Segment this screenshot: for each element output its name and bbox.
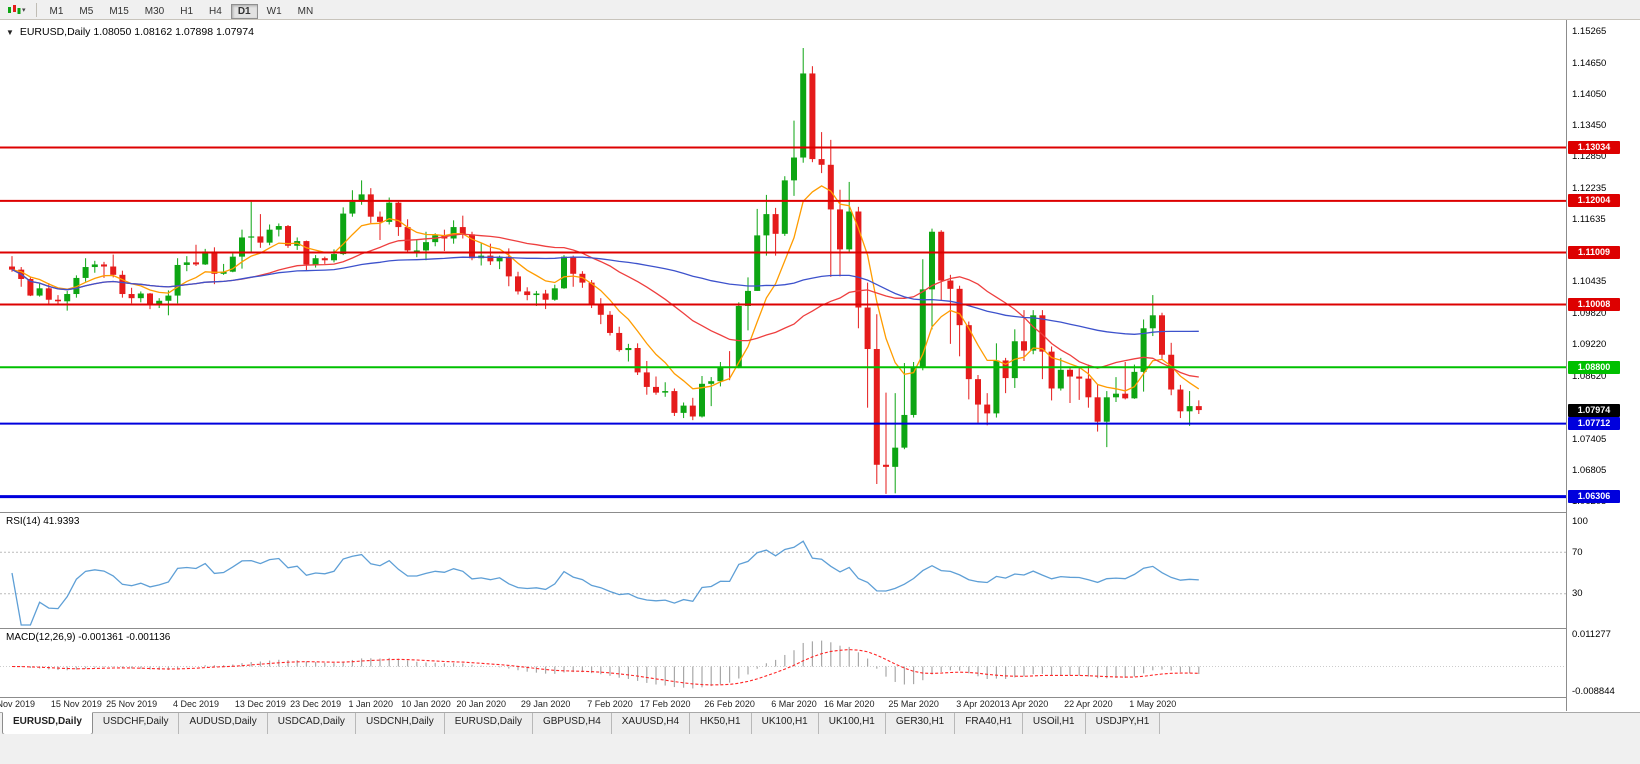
rsi-level-label: 100: [1572, 515, 1588, 527]
level-price-badge: 1.12004: [1568, 194, 1620, 208]
date-label: 17 Feb 2020: [639, 699, 691, 709]
chart-tab[interactable]: USDCAD,Daily: [267, 713, 356, 735]
timeframe-button-M5[interactable]: M5: [79, 5, 94, 17]
chart-tab[interactable]: XAUUSD,H4: [611, 713, 691, 735]
chart-tab-bar: EURUSD,Daily USDCHF,Daily AUDUSD,Daily USDC…: [0, 712, 1640, 735]
time-axis[interactable]: 6 Nov 2019 15 Nov 2019 25 Nov 2019 4 Dec 20…: [0, 698, 1566, 711]
date-label: 22 Apr 2020: [1064, 699, 1113, 709]
date-label: 4 Dec 2019: [172, 699, 220, 709]
level-price-badge: 1.07712: [1568, 417, 1620, 431]
rsi-chart-canvas[interactable]: [0, 513, 1566, 628]
symbol-quote-label: ▼ EURUSD,Daily 1.08050 1.08162 1.07898 1…: [6, 26, 254, 38]
date-label: 13 Dec 2019: [234, 699, 286, 709]
pane-separator[interactable]: [0, 628, 1640, 629]
price-tick: 1.12850: [1572, 151, 1607, 162]
date-label: 1 Jan 2020: [348, 699, 394, 709]
price-tick: 1.15265: [1572, 25, 1607, 37]
date-label: 25 Nov 2019: [106, 699, 158, 709]
level-price-badge: 1.08800: [1568, 360, 1620, 374]
date-label: 10 Jan 2020: [401, 699, 451, 709]
date-label: 3 Apr 2020: [956, 699, 1000, 709]
level-price-badge: 1.11009: [1568, 246, 1620, 260]
price-tick: 1.09220: [1572, 339, 1607, 351]
macd-axis-min: -0.008844: [1572, 686, 1615, 697]
axis-separator: [1566, 20, 1567, 711]
price-tick: 1.12235: [1572, 182, 1607, 194]
rsi-level-label: 70: [1572, 546, 1583, 558]
timeframe-button-H4[interactable]: H4: [209, 5, 222, 17]
symbol-ohlc: 1.08050 1.08162 1.07898 1.07974: [93, 26, 254, 38]
chevron-down-icon: ▾: [22, 6, 26, 14]
pane-separator[interactable]: [0, 512, 1640, 513]
date-label: 13 Apr 2020: [999, 699, 1049, 709]
date-label: 1 May 2020: [1129, 699, 1177, 709]
timeframe-button-D1[interactable]: D1: [230, 3, 258, 19]
rsi-label: RSI(14) 41.9393: [6, 516, 80, 527]
toolbar: ▾ M1 M5 M15 M30 H1 H4 D1 W1 MN: [0, 0, 1640, 20]
date-label: 25 Mar 2020: [888, 699, 939, 709]
price-chart-canvas[interactable]: [0, 20, 1566, 512]
price-tick: 1.14050: [1572, 88, 1607, 100]
rsi-level-label: 30: [1572, 588, 1583, 600]
level-price-badge: 1.10008: [1568, 298, 1620, 311]
date-label: 20 Jan 2020: [456, 699, 506, 709]
chart-tab[interactable]: USOil,H1: [1022, 713, 1086, 735]
price-tick: 1.06805: [1572, 464, 1607, 476]
price-axis[interactable]: 1.15265 1.14650 1.14050 1.13450 1.12850 1.122…: [1567, 20, 1640, 711]
chart-tab[interactable]: UK100,H1: [818, 713, 886, 735]
pane-separator: [0, 697, 1640, 698]
new-chart-icon[interactable]: ▾: [4, 3, 29, 17]
price-tick: 1.07405: [1572, 433, 1607, 445]
timeframe-button-M30[interactable]: M30: [144, 5, 165, 17]
date-label: 16 Mar 2020: [823, 699, 875, 709]
timeframe-button-H1[interactable]: H1: [180, 5, 194, 17]
price-tick: 1.14650: [1572, 57, 1607, 69]
date-label: 15 Nov 2019: [50, 699, 102, 709]
chart-tab[interactable]: EURUSD,Daily: [444, 713, 533, 735]
date-label: 7 Feb 2020: [587, 699, 633, 709]
chart-tab[interactable]: AUDUSD,Daily: [179, 713, 268, 735]
price-tick: 1.09820: [1572, 308, 1607, 320]
timeframe-button-group: M1 M5 M15 M30 H1 H4 D1 W1 MN: [42, 1, 322, 19]
date-label: 23 Dec 2019: [290, 699, 342, 709]
macd-chart-canvas[interactable]: [0, 629, 1566, 697]
candlestick-glyph: [8, 4, 21, 14]
timeframe-button-MN[interactable]: MN: [297, 5, 314, 17]
chart-tab[interactable]: HK50,H1: [690, 713, 752, 735]
date-label: 26 Feb 2020: [704, 699, 755, 709]
price-tick: 1.10435: [1572, 276, 1607, 288]
chart-tab[interactable]: GBPUSD,H4: [532, 713, 612, 735]
toolbar-separator: [35, 2, 37, 17]
date-label: 6 Nov 2019: [0, 699, 36, 709]
price-tick: 1.13450: [1572, 119, 1607, 131]
macd-axis-max: 0.011277: [1572, 629, 1611, 640]
collapse-triangle-icon[interactable]: ▼: [6, 28, 14, 37]
current-price-badge: 1.07974: [1568, 403, 1620, 417]
level-price-badge: 1.06306: [1568, 490, 1620, 504]
symbol-name: EURUSD,Daily: [19, 26, 91, 38]
level-price-badge: 1.13034: [1568, 140, 1620, 154]
price-tick: 1.11635: [1572, 214, 1606, 226]
chart-tab[interactable]: GER30,H1: [885, 713, 956, 735]
window-footer: [0, 734, 1640, 764]
timeframe-button-W1[interactable]: W1: [266, 5, 282, 17]
timeframe-button-M15[interactable]: M15: [109, 5, 129, 17]
chart-tab[interactable]: UK100,H1: [751, 713, 819, 735]
date-label: 29 Jan 2020: [520, 699, 571, 709]
macd-label: MACD(12,26,9) -0.001361 -0.001136: [6, 632, 171, 643]
price-tick: 1.08620: [1572, 370, 1607, 382]
timeframe-button-M1[interactable]: M1: [49, 5, 64, 17]
date-label: 6 Mar 2020: [771, 699, 817, 709]
chart-tab[interactable]: USDCHF,Daily: [92, 713, 180, 735]
chart-tab[interactable]: USDCNH,Daily: [355, 713, 445, 735]
chart-tab[interactable]: EURUSD,Daily: [2, 712, 93, 735]
chart-tab[interactable]: USDJPY,H1: [1085, 713, 1161, 735]
chart-tab[interactable]: FRA40,H1: [955, 713, 1023, 735]
